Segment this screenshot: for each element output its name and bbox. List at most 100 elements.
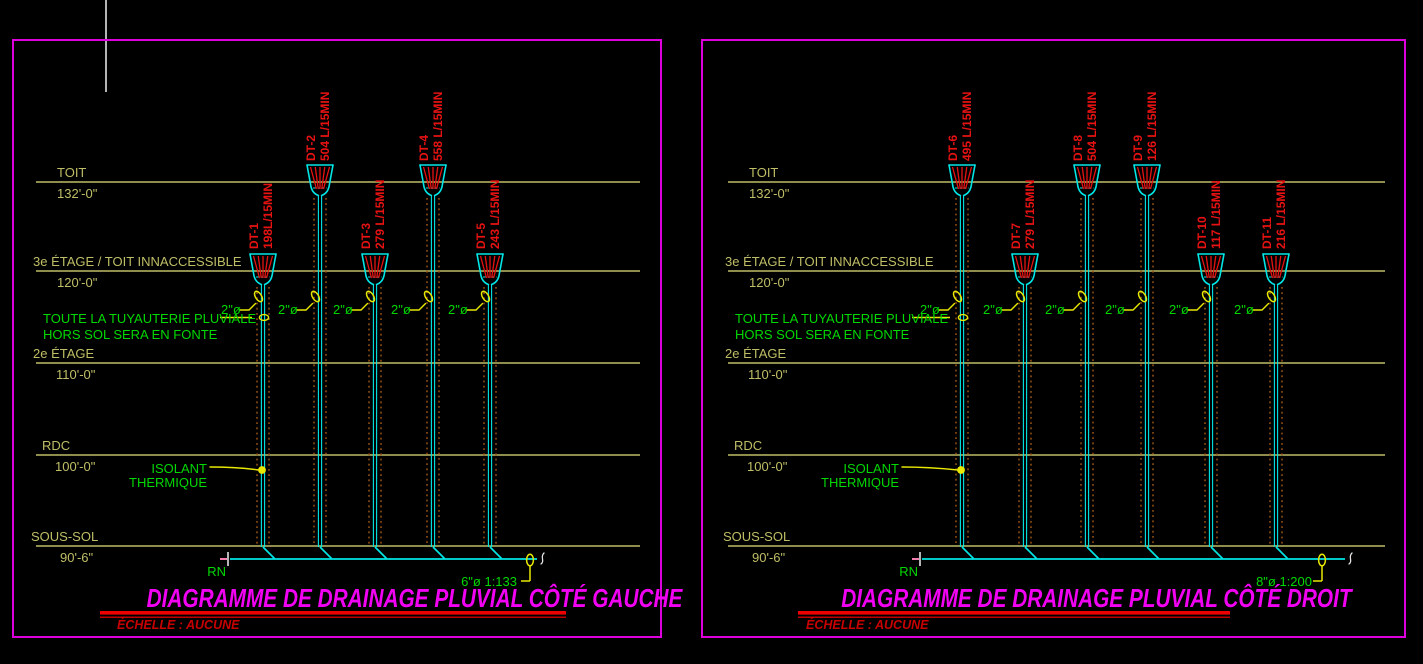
roof-drain-hatch-DT-6 <box>963 166 968 190</box>
drain-id-DT-6: DT-6 <box>946 134 960 161</box>
right-scale-note: ÉCHELLE : AUCUNE <box>806 618 929 632</box>
roof-drain-hatch-DT-5 <box>479 255 488 279</box>
roof-drain-bowl-DT-1 <box>249 253 263 286</box>
roof-drain-bowl-DT-6 <box>948 164 962 197</box>
roof-drain-bowl-DT-5 <box>490 253 504 286</box>
left-pipe-note-target <box>258 313 270 322</box>
vent-leader-DT-4 <box>409 302 427 311</box>
right-insulation-dot <box>957 466 965 474</box>
vent-size-label-DT-7: 2"ø <box>983 302 1003 317</box>
roof-drain-bowl-DT-8 <box>1087 164 1101 197</box>
right-floor-elevation: 90'-6" <box>752 550 786 565</box>
roof-drain-hatch-DT-9 <box>1149 166 1158 190</box>
roof-drain-hatch-DT-3 <box>369 255 374 279</box>
roof-drain-hatch-DT-9 <box>1148 166 1153 190</box>
vent-size-label-DT-11: 2"ø <box>1234 302 1254 317</box>
roof-drain-hatch-DT-1 <box>252 255 261 279</box>
roof-drain-hatch-DT-9 <box>1141 166 1146 190</box>
roof-drain-bowl-DT-6 <box>962 164 976 197</box>
vent-size-label-DT-8: 2"ø <box>1045 302 1065 317</box>
right-pipe-material-note: TOUTE LA TUYAUTERIE PLUVIALE <box>735 311 949 326</box>
drain-flow-DT-7: 279 L/15MIN <box>1022 179 1037 249</box>
vent-size-label-DT-4: 2"ø <box>391 302 411 317</box>
right-floor-label: 2e ÉTAGE <box>725 346 787 361</box>
riser-elbow-DT-10 <box>1210 546 1224 560</box>
riser-elbow-DT-7 <box>1024 546 1038 560</box>
roof-drain-bowl-DT-3 <box>361 253 375 286</box>
vent-size-label-DT-10: 2"ø <box>1169 302 1189 317</box>
roof-drain-hatch-DT-7 <box>1027 255 1036 279</box>
roof-drain-bowl-DT-8 <box>1073 164 1087 197</box>
riser-elbow-DT-5 <box>489 546 503 560</box>
left-scale-note: ÉCHELLE : AUCUNE <box>117 618 240 632</box>
riser-elbow-DT-8 <box>1086 546 1100 560</box>
roof-drain-bowl-DT-1 <box>263 253 277 286</box>
roof-drain-hatch-DT-11 <box>1270 255 1275 279</box>
vent-loop-DT-8 <box>1077 290 1088 303</box>
drain-id-DT-8: DT-8 <box>1071 134 1085 161</box>
roof-drain-hatch-DT-8 <box>1081 166 1086 190</box>
vent-size-label-DT-9: 2"ø <box>1105 302 1125 317</box>
right-floor-label: SOUS-SOL <box>723 529 791 544</box>
drain-label-DT-4: DT-4 558 L/15MIN <box>417 92 445 161</box>
right-viewport-border <box>701 39 1406 638</box>
left-pipe-break-mark <box>540 552 545 565</box>
roof-drain-hatch-DT-11 <box>1277 255 1282 279</box>
left-floor-elevation: 132'-0" <box>57 186 98 201</box>
drain-id-DT-5: DT-5 <box>474 222 488 249</box>
right-datum-label: RN <box>899 564 918 579</box>
drain-label-DT-11: DT-11 216 L/15MIN <box>1260 180 1288 249</box>
left-floor-elevation: 120'-0" <box>57 275 98 290</box>
drain-flow-DT-10: 117 L/15MIN <box>1208 180 1223 249</box>
roof-drain-hatch-DT-8 <box>1076 166 1085 190</box>
roof-drain-hatch-DT-10 <box>1200 255 1209 279</box>
riser-elbow-DT-3 <box>374 546 388 560</box>
roof-drain-hatch-DT-3 <box>364 255 373 279</box>
roof-drain-hatch-DT-11 <box>1265 255 1274 279</box>
vent-leader-DT-2 <box>296 302 314 311</box>
vent-loop-DT-6 <box>952 290 963 303</box>
right-pipe-note-target <box>957 313 969 322</box>
vent-loop-DT-2 <box>310 290 321 303</box>
drain-flow-DT-9: 126 L/15MIN <box>1144 91 1159 161</box>
right-floor-label: TOIT <box>749 165 779 180</box>
left-pipe-material-note: TOUTE LA TUYAUTERIE PLUVIALE <box>43 311 257 326</box>
vent-leader-DT-6 <box>938 302 956 311</box>
vent-loop-DT-7 <box>1015 290 1026 303</box>
left-insulation-leader <box>209 466 260 471</box>
roof-drain-bowl-DT-7 <box>1025 253 1039 286</box>
roof-drain-hatch-DT-3 <box>376 255 381 279</box>
roof-drain-hatch-DT-5 <box>491 255 496 279</box>
vent-size-label-DT-1: 2"ø <box>221 302 241 317</box>
right-floor-label: RDC <box>734 438 763 453</box>
roof-drain-hatch-DT-1 <box>257 255 262 279</box>
roof-drain-bowl-DT-11 <box>1262 253 1276 286</box>
roof-drain-hatch-DT-2 <box>309 166 318 190</box>
vent-leader-DT-9 <box>1123 302 1141 311</box>
vent-loop-DT-9 <box>1137 290 1148 303</box>
left-viewport-border <box>12 39 662 638</box>
drain-flow-DT-3: 279 L/15MIN <box>372 179 387 249</box>
left-insulation-note: ISOLANT <box>151 461 207 476</box>
drain-label-DT-1: DT-1 198L/15MIN <box>247 182 275 249</box>
drain-flow-DT-8: 504 L/15MIN <box>1084 91 1099 161</box>
roof-drain-hatch-DT-4 <box>434 166 439 190</box>
left-floor-label: RDC <box>42 438 71 453</box>
drain-flow-DT-6: 495 L/15MIN <box>959 91 974 161</box>
roof-drain-hatch-DT-6 <box>951 166 960 190</box>
right-insulation-note: ISOLANT <box>843 461 899 476</box>
left-main-pipe-size-label: 6"ø 1:133 <box>461 574 517 589</box>
left-floor-elevation: 100'-0" <box>55 459 96 474</box>
roof-drain-hatch-DT-2 <box>314 166 319 190</box>
drain-label-DT-8: DT-8 504 L/15MIN <box>1071 91 1099 161</box>
drain-id-DT-9: DT-9 <box>1131 134 1145 161</box>
roof-drain-hatch-DT-5 <box>484 255 489 279</box>
drain-flow-DT-1: 198L/15MIN <box>260 182 275 249</box>
roof-drain-bowl-DT-5 <box>476 253 490 286</box>
vent-loop-DT-11 <box>1266 290 1277 303</box>
vent-loop-DT-10 <box>1201 290 1212 303</box>
riser-elbow-DT-11 <box>1275 546 1289 560</box>
riser-elbow-DT-4 <box>432 546 446 560</box>
